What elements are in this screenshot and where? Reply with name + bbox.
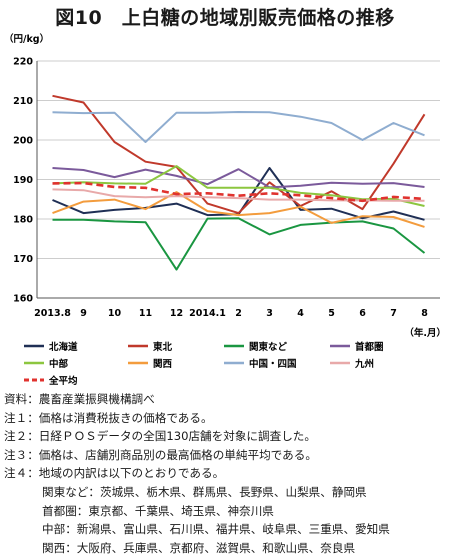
gridlines	[36, 60, 440, 299]
y-tick-label: 190	[13, 175, 33, 186]
note-4-kanto: 関東など：茨城県、栃木県、群馬県、長野県、山梨県、静岡県	[42, 484, 367, 499]
x-tick-label: 6	[359, 308, 366, 319]
x-tick-label: 9	[80, 308, 87, 319]
y-tick-label: 170	[13, 254, 33, 265]
y-axis-ticks: 160 170 180 190 200 210 220	[13, 57, 33, 305]
legend-label: 九州	[354, 358, 374, 370]
x-tick-label: 7	[390, 308, 397, 319]
series-line-東北	[52, 94, 426, 215]
note-4-shutoken: 首都圏：東京都、千葉県、埼玉県、神奈川県	[42, 503, 274, 518]
legend-label: 首都圏	[355, 341, 384, 353]
x-axis-label: （年.月）	[404, 327, 446, 339]
series-line-中部	[52, 165, 425, 207]
x-tick-label: 10	[108, 308, 122, 319]
x-tick-label: 11	[139, 308, 152, 319]
note-4: 注４：地域の内訳は以下のとおりである。	[4, 466, 225, 481]
y-tick-label: 180	[13, 215, 33, 226]
line-chart: 160 170 180 190 200 210 220 2013.8 9 10 11 12 2014.…	[4, 33, 446, 387]
note-2: 注２：日経ＰＯＳデータの全国130店舗を対象に調査した。	[4, 429, 316, 444]
series-line-首都圏	[52, 167, 425, 189]
x-tick-label: 3	[266, 308, 273, 319]
legend-label: 中部	[49, 358, 69, 370]
x-tick-label: 2013.8	[34, 308, 71, 319]
y-tick-label: 220	[13, 57, 33, 68]
series-line-関西	[52, 191, 425, 228]
x-tick-label: 5	[328, 308, 335, 319]
series-line-中国・四国	[52, 111, 425, 143]
y-tick-label: 200	[13, 136, 33, 147]
notes: 資料：農畜産業振興機構調べ 注１：価格は消費税抜きの価格である。 注２：日経ＰＯ…	[4, 390, 448, 557]
legend-label: 関東など	[249, 341, 288, 353]
y-tick-label: 160	[13, 294, 33, 305]
y-tick-label: 210	[13, 96, 33, 107]
x-axis-ticks: 2013.8 9 10 11 12 2014.1 2 3 4 5 6 7 8	[34, 308, 428, 319]
x-tick-label: 8	[421, 308, 428, 319]
note-1: 注１：価格は消費税抜きの価格である。	[4, 410, 213, 425]
x-tick-label: 2	[235, 308, 242, 319]
x-tick-label: 2014.1	[189, 308, 226, 319]
note-4-kansai: 関西：大阪府、兵庫県、京都府、滋賀県、和歌山県、奈良県	[42, 540, 356, 555]
chart-title: 図10 上白糖の地域別販売価格の推移	[55, 7, 395, 29]
series-lines	[52, 94, 426, 271]
legend-label: 関西	[153, 359, 173, 370]
x-tick-label: 12	[170, 308, 183, 319]
note-3: 注３：価格は、店舗別商品別の最高価格の単純平均である。	[4, 447, 317, 462]
legend-label: 東北	[152, 341, 173, 353]
series-line-全平均	[52, 181, 425, 203]
legend-label: 中国・四国	[249, 358, 297, 370]
legend-label: 全平均	[48, 375, 78, 387]
series-line-関東など	[52, 217, 426, 271]
note-4-chubu: 中部：新潟県、富山県、石川県、福井県、岐阜県、三重県、愛知県	[42, 522, 390, 537]
legend-label: 北海道	[49, 341, 78, 353]
y-axis-label: （円/kg）	[4, 33, 49, 45]
source-note: 資料：農畜産業振興機構調べ	[4, 392, 155, 406]
x-tick-label: 4	[297, 308, 304, 319]
